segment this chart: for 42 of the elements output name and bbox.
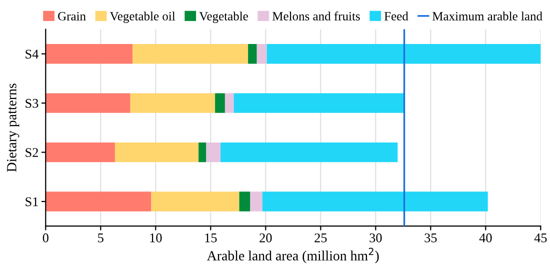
- x-tick-label: 40: [479, 233, 492, 242]
- bar: [256, 44, 267, 64]
- legend-label: Feed: [384, 12, 408, 20]
- bar: [46, 192, 152, 212]
- x-axis-title: Arable land area (million hm$^{2}$): [206, 248, 379, 264]
- bar: [224, 93, 234, 113]
- bar: [46, 142, 115, 162]
- y-tick-label: S4: [26, 50, 38, 59]
- y-tick-label: S3: [26, 98, 38, 108]
- bar: [266, 44, 541, 64]
- bar: [239, 192, 250, 212]
- x-tick-label: 45: [534, 234, 547, 242]
- bar: [46, 93, 130, 113]
- bar: [46, 44, 133, 64]
- bar: [206, 142, 221, 162]
- legend-label: Grain: [58, 12, 86, 20]
- x-tick-label: 15: [205, 233, 217, 242]
- legend-label: Vegetable: [199, 12, 248, 24]
- bar: [130, 93, 216, 113]
- bar: [234, 93, 404, 113]
- bar: [151, 192, 240, 212]
- bar: [215, 93, 225, 113]
- y-axis-title: Dietary patterns: [7, 84, 20, 172]
- legend-label: Maximum arable land: [432, 12, 542, 20]
- bar: [220, 142, 398, 162]
- legend-label: Melons and fruits: [272, 12, 360, 20]
- bar: [250, 192, 262, 212]
- x-tick-label: 30: [370, 233, 382, 242]
- bar: [198, 142, 206, 162]
- legend-label: Vegetable oil: [110, 12, 176, 24]
- x-tick-label: 20: [260, 233, 272, 242]
- x-tick-label: 5: [98, 234, 104, 242]
- bar: [132, 44, 248, 64]
- x-tick-label: 0: [42, 233, 48, 242]
- x-tick-label: 25: [314, 233, 327, 242]
- x-tick-label: 10: [150, 233, 162, 242]
- bar: [114, 142, 199, 162]
- x-tick-label: 35: [424, 233, 437, 242]
- y-tick-label: S1: [26, 197, 38, 206]
- bar: [262, 192, 488, 212]
- y-tick-label: S2: [26, 148, 38, 157]
- bar: [248, 44, 257, 64]
